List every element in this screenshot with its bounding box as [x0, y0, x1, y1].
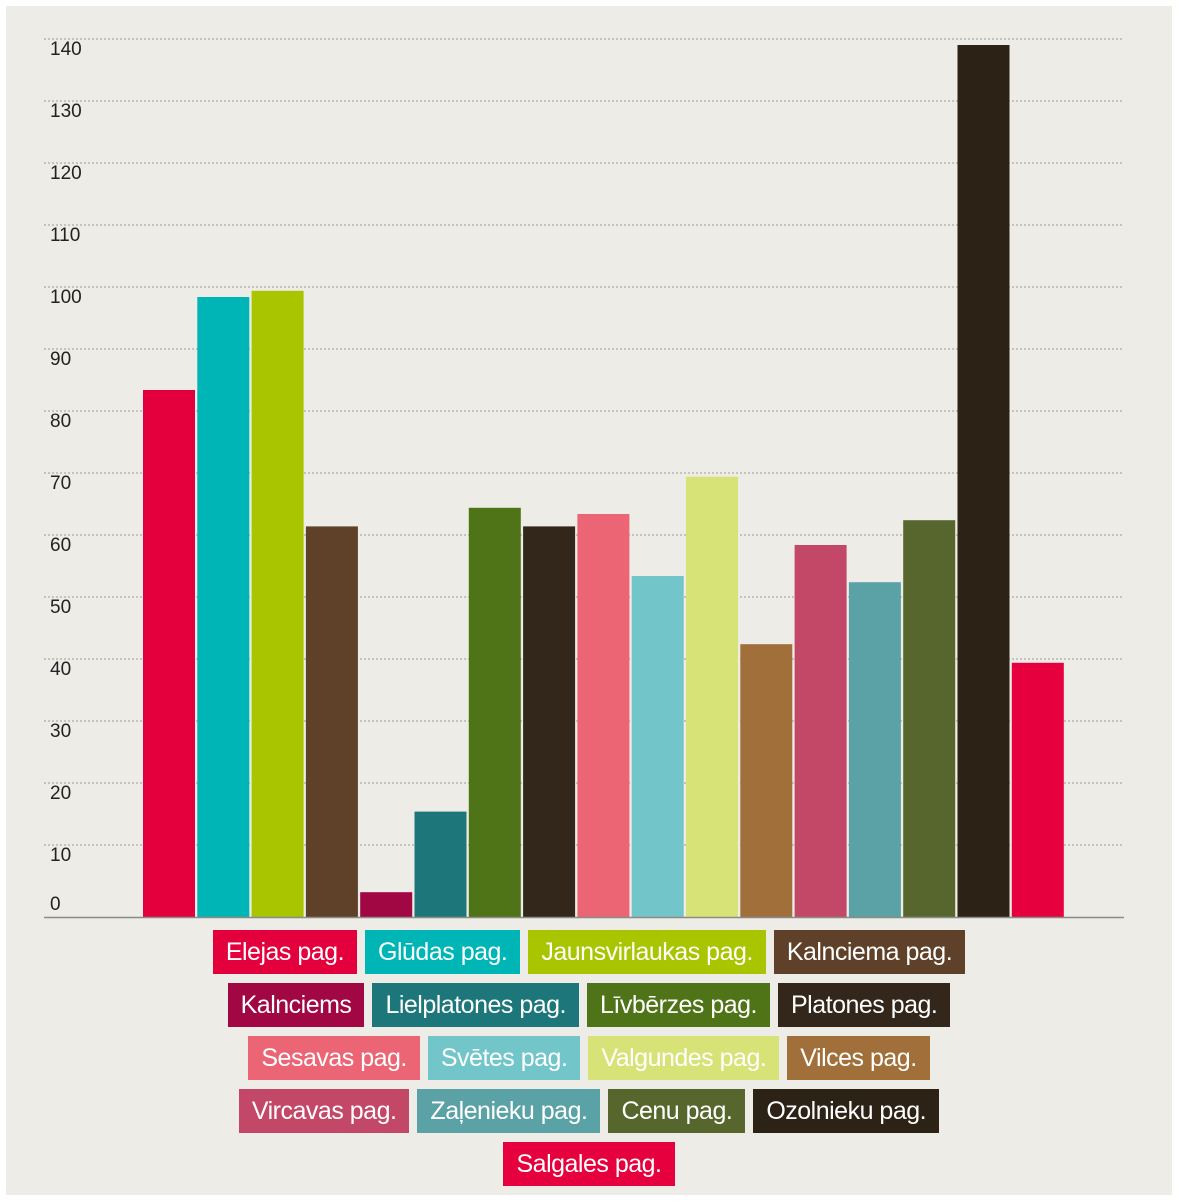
y-tick-label: 140 — [50, 39, 82, 60]
legend-item: Kalnciems — [227, 983, 365, 1027]
bar — [468, 507, 521, 917]
y-tick-label: 60 — [50, 535, 71, 556]
bar — [740, 644, 793, 917]
legend-item: Glūdas pag. — [365, 930, 521, 974]
legend-item: Cenu pag. — [608, 1089, 746, 1133]
legend-item: Līvbērzes pag. — [586, 983, 770, 1027]
bar — [1011, 662, 1064, 917]
legend-row: Vircavas pag. Zaļenieku pag. Cenu pag. Ozol… — [238, 1089, 940, 1133]
y-tick-label: 10 — [50, 845, 71, 866]
chart-legend: Elejas pag. Glūdas pag. Jaunsvirlaukas pag… — [0, 930, 1178, 1186]
legend-item: Ozolnieku pag. — [753, 1089, 940, 1133]
legend-item: Lielplatones pag. — [372, 983, 579, 1027]
bar — [848, 582, 901, 917]
bar — [251, 290, 304, 917]
y-tick-label: 120 — [50, 163, 82, 184]
legend-item: Vilces pag. — [787, 1036, 930, 1080]
legend-row: Kalnciems Lielplatones pag. Līvbērzes pag.… — [227, 983, 951, 1027]
y-tick-label: 110 — [50, 225, 80, 246]
bar — [305, 526, 358, 917]
legend-item: Zaļenieku pag. — [417, 1089, 601, 1133]
y-tick-label: 30 — [50, 721, 71, 742]
legend-item: Sesavas pag. — [248, 1036, 420, 1080]
y-tick-label: 90 — [50, 349, 71, 370]
bar — [957, 45, 1010, 917]
bar-chart: 0 10 20 30 40 50 60 70 80 90 100 110 120 130 140 — [44, 38, 1124, 919]
y-tick-label: 130 — [50, 101, 82, 122]
legend-item: Elejas pag. — [212, 930, 358, 974]
legend-row: Salgales pag. — [503, 1142, 675, 1186]
bar — [197, 297, 250, 917]
bar — [686, 476, 738, 917]
bar — [143, 390, 195, 917]
bar — [794, 545, 847, 917]
legend-item: Vircavas pag. — [238, 1089, 410, 1133]
y-tick-label: 0 — [50, 894, 61, 915]
legend-item: Salgales pag. — [503, 1142, 675, 1186]
legend-item: Kalnciema pag. — [773, 930, 966, 974]
y-tick-label: 70 — [50, 473, 71, 494]
legend-item: Jaunsvirlaukas pag. — [528, 930, 766, 974]
bar — [903, 520, 956, 917]
y-tick-label: 20 — [50, 783, 71, 804]
bar — [360, 892, 413, 917]
legend-row: Elejas pag. Glūdas pag. Jaunsvirlaukas pag… — [212, 930, 966, 974]
legend-row: Sesavas pag. Svētes pag. Valgundes pag. Vil… — [248, 1036, 930, 1080]
y-tick-label: 40 — [50, 659, 71, 680]
legend-item: Svētes pag. — [427, 1036, 581, 1080]
legend-item: Valgundes pag. — [588, 1036, 780, 1080]
bar — [577, 514, 630, 917]
bar — [631, 576, 684, 917]
bar — [523, 526, 576, 917]
y-tick-label: 100 — [50, 287, 82, 308]
y-tick-label: 50 — [50, 597, 71, 618]
legend-item: Platones pag. — [777, 983, 951, 1027]
y-tick-label: 80 — [50, 411, 71, 432]
bar — [414, 811, 467, 917]
